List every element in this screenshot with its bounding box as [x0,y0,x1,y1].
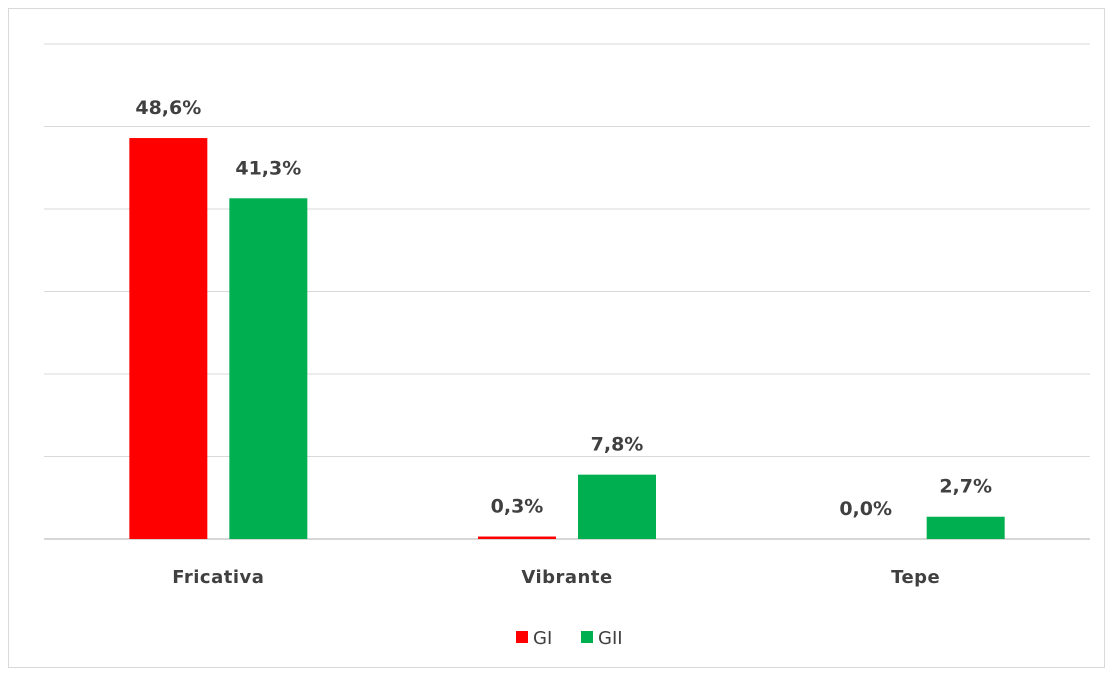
gridlines [44,43,1090,540]
category-label-tepe: Tepe [891,567,940,588]
bar-gii-tepe [926,516,1005,539]
data-label-gi-fricativa: 48,6% [135,97,201,119]
legend: GI GII [516,628,623,649]
legend-swatch-gi [516,631,528,643]
legend-label-gi: GI [533,628,552,649]
data-label-gii-tepe: 2,7% [939,476,992,498]
bar-gi-vibrante [478,536,556,539]
bar-gii-vibrante [578,474,656,539]
data-label-gii-vibrante: 7,8% [591,434,644,456]
legend-label-gii: GII [598,628,623,649]
category-labels: Fricativa Vibrante Tepe [172,567,940,588]
data-label-gii-fricativa: 41,3% [235,157,301,179]
bar-gii-fricativa [229,198,308,539]
bars [129,138,1005,540]
legend-swatch-gii [581,631,593,643]
bar-gi-fricativa [129,138,208,540]
category-label-vibrante: Vibrante [521,567,612,588]
data-label-gi-vibrante: 0,3% [491,496,544,518]
category-label-fricativa: Fricativa [172,567,264,588]
data-labels: 48,6% 41,3% 0,3% 7,8% 0,0% 2,7% [135,97,992,520]
data-label-gi-tepe: 0,0% [839,498,892,520]
